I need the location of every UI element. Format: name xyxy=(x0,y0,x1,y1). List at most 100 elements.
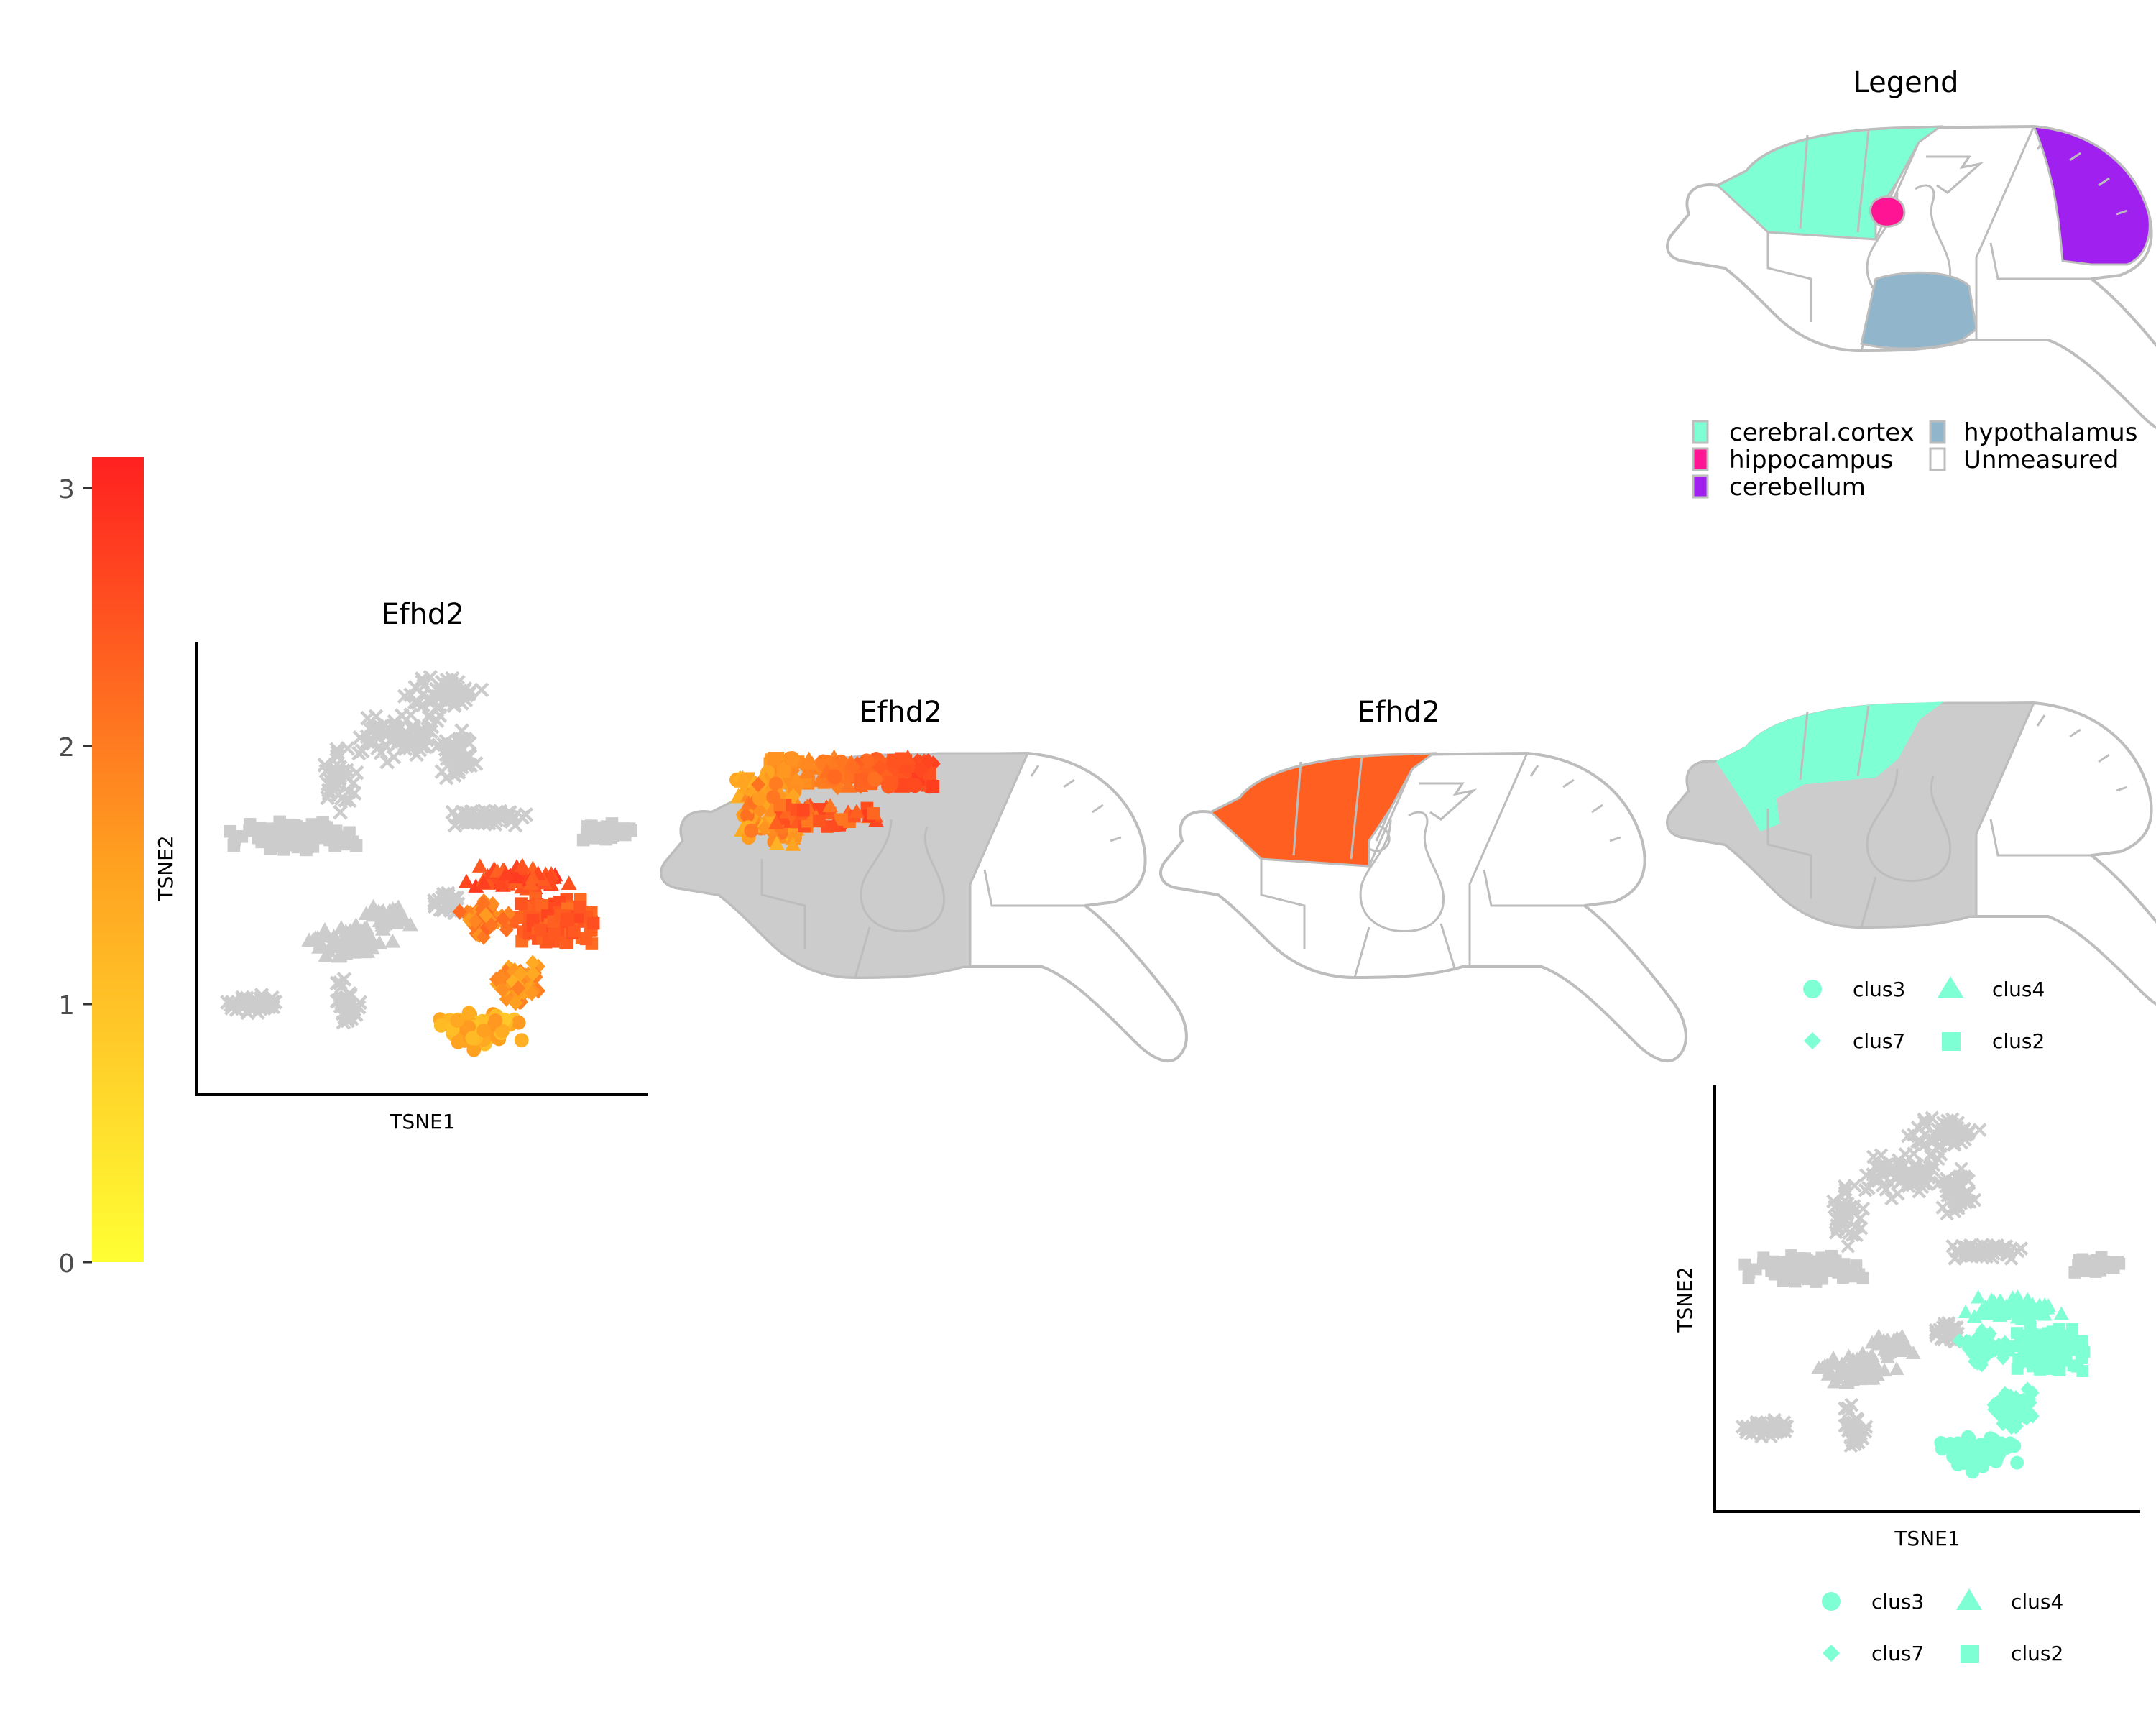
colorbar-ticks: 0 1 2 3 xyxy=(58,475,92,1279)
tsne-point-unmeasured xyxy=(605,817,619,830)
tsne-point-unmeasured xyxy=(2095,1251,2108,1264)
tsne-point-unmeasured xyxy=(1766,1255,1779,1268)
legend-swatch-cortex xyxy=(1692,420,1709,444)
tsne-point-expression xyxy=(533,924,547,937)
tsne-point-unmeasured xyxy=(318,830,332,843)
tsne-expression-title: Efhd2 xyxy=(381,598,464,631)
colorbar: 0 1 2 3 xyxy=(58,457,144,1279)
tsne-point-unmeasured xyxy=(254,822,267,835)
tsne-point-expression xyxy=(568,924,581,938)
tsne-point-unmeasured xyxy=(1848,1270,1861,1283)
legend-items: cerebral.cortex hippocampus cerebellum h… xyxy=(1692,418,2137,502)
legend-brain-cerebellum xyxy=(2032,125,2151,266)
tsne-point-cortex xyxy=(2028,1352,2041,1364)
tsne-point-unmeasured xyxy=(285,832,298,846)
tsne-point-cortex xyxy=(1971,1289,1986,1304)
colorbar-tick-label: 0 xyxy=(58,1249,75,1279)
tsne-point-expression xyxy=(459,873,474,888)
cluster-legend-2-clus2: clus2 xyxy=(2011,1642,2063,1665)
tsne-point-unmeasured xyxy=(405,709,418,722)
brain-region-cortex xyxy=(1209,752,1437,868)
tsne-point-expression xyxy=(586,916,600,930)
brain-cell-point xyxy=(744,823,759,838)
brain-cell-point xyxy=(752,791,767,806)
cluster-legend-1-clus2-marker xyxy=(1942,1032,1961,1051)
tsne-point-unmeasured xyxy=(297,833,310,847)
tsne-clusters-panel: TSNE1 TSNE2 clus3 clus4 clus7 clus2 xyxy=(1673,1085,2140,1665)
colorbar-tick-label: 1 xyxy=(58,991,75,1021)
legend-swatch-unmeasured xyxy=(1929,447,1946,472)
brain-clusters-panel: clus3 clus4 clus7 clus2 xyxy=(1666,702,2156,1053)
legend-label-unmeasured: Unmeasured xyxy=(1963,446,2119,474)
legend-item-unmeasured: Unmeasured xyxy=(1929,446,2119,474)
cluster-legend-1-clus4: clus4 xyxy=(1992,978,2045,1001)
tsne-point-unmeasured xyxy=(1973,1124,1986,1136)
tsne-point-unmeasured xyxy=(255,835,268,849)
brain-cell-point xyxy=(881,778,896,794)
legend-item-hypothalamus: hypothalamus xyxy=(1929,418,2137,447)
tsne-point-cortex xyxy=(2060,1353,2073,1366)
legend-brain-hippocampus xyxy=(1869,196,1906,228)
tsne-point-cortex xyxy=(1958,1305,1973,1318)
tsne-point-unmeasured xyxy=(329,824,343,837)
brain-cell-point xyxy=(826,769,842,785)
tsne-clusters-points xyxy=(1736,1112,2126,1479)
tsne-expression-ylabel: TSNE2 xyxy=(154,835,178,901)
cluster-legend-2-clus4-marker xyxy=(1956,1588,1982,1610)
cluster-legend-1: clus3 clus4 clus7 clus2 xyxy=(1803,976,2045,1053)
tsne-point-cortex xyxy=(2078,1346,2091,1358)
legend-brain-cortex xyxy=(1715,125,1944,241)
cluster-legend-2: clus3 clus4 clus7 clus2 xyxy=(1822,1588,2063,1665)
tsne-point-cortex xyxy=(2007,1439,2022,1453)
tsne-point-cortex xyxy=(1961,1430,1975,1444)
legend-label-hippocampus: hippocampus xyxy=(1729,446,1893,474)
tsne-point-cortex xyxy=(2041,1356,2054,1368)
cluster-legend-2-clus7-marker xyxy=(1823,1644,1840,1662)
tsne-point-expression xyxy=(476,1023,492,1038)
cluster-legend-1-clus7: clus7 xyxy=(1853,1029,1905,1053)
tsne-expression-xlabel: TSNE1 xyxy=(389,1110,455,1133)
brain-cell-point xyxy=(907,778,923,794)
tsne-point-cortex xyxy=(1975,1446,1989,1460)
tsne-point-expression xyxy=(488,1013,503,1028)
tsne-point-cortex xyxy=(2053,1306,2069,1320)
tsne-point-unmeasured xyxy=(1892,1187,1904,1200)
cluster-legend-1-clus3: clus3 xyxy=(1853,978,1905,1001)
cluster-legend-1-clus2: clus2 xyxy=(1992,1029,2045,1053)
tsne-point-unmeasured xyxy=(1816,1254,1829,1266)
legend-panel: Legend cerebral.cortex hippocampus cereb… xyxy=(1666,66,2156,502)
tsne-point-unmeasured xyxy=(341,837,354,851)
tsne-point-expression xyxy=(515,897,528,910)
tsne-point-unmeasured xyxy=(271,835,284,849)
brain-cell-point xyxy=(813,814,826,828)
tsne-clusters-xlabel: TSNE1 xyxy=(1894,1527,1960,1550)
cluster-legend-1-clus4-marker xyxy=(1938,976,1963,998)
tsne-point-cortex xyxy=(1986,1437,2000,1451)
tsne-point-unmeasured xyxy=(475,684,488,696)
tsne-point-expression xyxy=(461,1006,476,1021)
brain-region-panel: Efhd2 xyxy=(1159,696,1687,1063)
legend-item-cerebellum: cerebellum xyxy=(1692,473,1866,502)
tsne-point-expression xyxy=(511,1015,526,1030)
cluster-legend-2-clus7: clus7 xyxy=(1871,1642,1924,1665)
tsne-point-expression xyxy=(450,1013,464,1028)
tsne-point-expression xyxy=(579,932,593,946)
cluster-legend-2-clus2-marker xyxy=(1961,1644,1979,1663)
tsne-point-unmeasured xyxy=(1842,1240,1854,1252)
tsne-point-expression xyxy=(514,1033,529,1048)
colorbar-tick-label: 3 xyxy=(58,475,75,505)
brain-cell-point xyxy=(785,750,800,766)
tsne-point-unmeasured xyxy=(1907,1148,1920,1160)
legend-label-hypothalamus: hypothalamus xyxy=(1963,418,2137,447)
colorbar-gradient xyxy=(92,457,144,1262)
tsne-point-expression xyxy=(548,928,561,942)
tsne-point-expression xyxy=(561,875,577,890)
tsne-point-unmeasured xyxy=(622,822,636,835)
cluster-legend-2-clus3-marker xyxy=(1822,1592,1841,1611)
cluster-legend-2-clus4: clus4 xyxy=(2011,1590,2063,1614)
tsne-point-expression xyxy=(573,901,586,914)
tsne-point-unmeasured xyxy=(2073,1254,2086,1266)
brain-cell-point xyxy=(887,754,900,768)
brain-cells-panel: Efhd2 xyxy=(660,696,1188,1063)
